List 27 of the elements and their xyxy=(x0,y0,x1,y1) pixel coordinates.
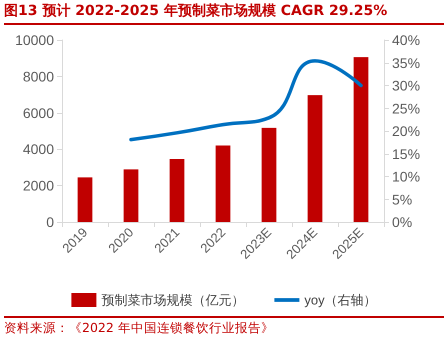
bar xyxy=(124,169,138,222)
bar xyxy=(262,128,276,222)
y-tick-label: 0 xyxy=(46,214,54,230)
y-tick-label: 10000 xyxy=(15,32,54,48)
y2-tick-label: 25% xyxy=(392,100,420,116)
chart-title: 图13 预计 2022-2025 年预制菜市场规模 CAGR 29.25% xyxy=(4,2,444,25)
line-series xyxy=(129,59,363,142)
y2-tick-label: 5% xyxy=(392,191,412,208)
y2-tick-label: 10% xyxy=(392,168,420,184)
legend-label: yoy（右轴） xyxy=(304,292,377,308)
y2-tick-label: 0% xyxy=(392,214,412,230)
y-tick-label: 4000 xyxy=(22,141,54,158)
bar xyxy=(216,146,230,222)
bar xyxy=(78,177,92,222)
y2-tick-label: 35% xyxy=(392,54,420,71)
bar xyxy=(354,57,368,222)
y2-tick-label: 15% xyxy=(392,146,420,162)
y-tick-label: 2000 xyxy=(22,178,54,194)
bar xyxy=(308,95,322,222)
text: 资料来源：《2022 年中国连锁餐饮行业报告》 xyxy=(4,316,444,337)
y2-tick-label: 30% xyxy=(392,78,420,94)
y-tick-label: 6000 xyxy=(22,104,54,121)
y2-tick-label: 40% xyxy=(392,32,420,48)
y2-tick-label: 20% xyxy=(392,123,420,139)
y-tick-label: 8000 xyxy=(22,68,54,84)
bar xyxy=(170,159,184,222)
legend-label: 预制菜市场规模（亿元） xyxy=(101,292,244,308)
